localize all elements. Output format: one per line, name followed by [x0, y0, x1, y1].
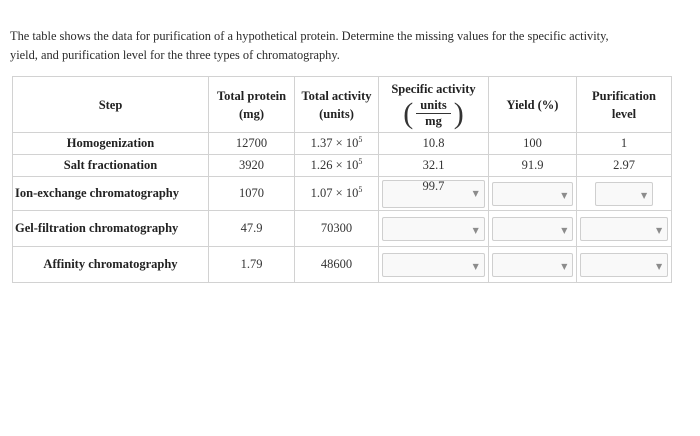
- specific-activity-cell: 32.1: [378, 154, 489, 177]
- activity-cell: 1.26 × 105: [294, 154, 379, 177]
- activity-cell: 1.07 × 105: [294, 176, 379, 211]
- yield-cell: ▼: [488, 246, 577, 283]
- protein-cell: 12700: [208, 132, 295, 155]
- header-row: Step Total protein (mg) Total activity (…: [12, 76, 672, 133]
- purification-cell: 2.97: [576, 154, 672, 177]
- yield-cell: ▼: [488, 176, 577, 211]
- activity-cell: 1.37 × 105: [294, 132, 379, 155]
- chevron-down-icon: ▼: [656, 225, 663, 235]
- chevron-down-icon: ▼: [472, 261, 479, 271]
- header-purification: Purification level: [576, 76, 672, 133]
- purification-dropdown[interactable]: ▼: [579, 252, 669, 277]
- table-row: Homogenization 12700 1.37 × 105 10.8 100…: [12, 132, 672, 155]
- purification-cell: ▼: [576, 176, 672, 211]
- table-row: Gel-filtration chromatography 47.9 70300…: [12, 210, 672, 247]
- specific-activity-dropdown[interactable]: ▼: [382, 252, 485, 277]
- header-step: Step: [12, 76, 209, 133]
- chevron-down-icon: ▼: [640, 190, 648, 200]
- purification-cell: 1: [576, 132, 672, 155]
- protein-cell: 1070: [208, 176, 295, 211]
- header-specific-activity: Specific activity ( units mg ): [378, 76, 489, 133]
- purification-cell: ▼: [576, 210, 672, 247]
- purification-dropdown[interactable]: ▼: [579, 216, 669, 241]
- chevron-down-icon: ▼: [656, 261, 663, 271]
- yield-dropdown[interactable]: ▼: [491, 181, 574, 206]
- yield-dropdown[interactable]: ▼: [491, 252, 574, 277]
- chevron-down-icon: ▼: [561, 261, 568, 271]
- purification-cell: ▼: [576, 246, 672, 283]
- header-total-protein: Total protein (mg): [208, 76, 295, 133]
- purification-dropdown[interactable]: ▼: [594, 181, 654, 206]
- question-line-1: The table shows the data for purificatio…: [10, 29, 609, 43]
- yield-cell: 91.9: [488, 154, 577, 177]
- specific-activity-cell: ▼: [378, 210, 489, 247]
- question-text: The table shows the data for purificatio…: [10, 27, 700, 65]
- header-total-activity: Total activity (units): [294, 76, 379, 133]
- specific-activity-cell: 99.7 ▼: [378, 176, 489, 211]
- table-row: Affinity chromatography 1.79 48600 ▼ ▼ ▼: [12, 246, 672, 283]
- specific-activity-dropdown[interactable]: 99.7 ▼: [382, 179, 485, 208]
- question-line-2: yield, and purification level for the th…: [10, 48, 340, 62]
- units-per-mg-fraction: ( units mg ): [403, 96, 464, 130]
- activity-cell: 48600: [294, 246, 379, 283]
- protein-cell: 3920: [208, 154, 295, 177]
- step-cell: Ion-exchange chromatography: [12, 176, 209, 211]
- step-cell: Salt fractionation: [12, 154, 209, 177]
- table-row: Ion-exchange chromatography 1070 1.07 × …: [12, 176, 672, 211]
- specific-activity-cell: ▼: [378, 246, 489, 283]
- chevron-down-icon: ▼: [561, 225, 568, 235]
- specific-activity-dropdown[interactable]: ▼: [382, 216, 485, 241]
- header-yield: Yield (%): [488, 76, 577, 133]
- step-cell: Homogenization: [12, 132, 209, 155]
- step-cell: Gel-filtration chromatography: [12, 210, 209, 247]
- yield-cell: ▼: [488, 210, 577, 247]
- chevron-down-icon: ▼: [472, 188, 479, 198]
- table-row: Salt fractionation 3920 1.26 × 105 32.1 …: [12, 154, 672, 177]
- step-cell: Affinity chromatography: [12, 246, 209, 283]
- protein-cell: 47.9: [208, 210, 295, 247]
- yield-dropdown[interactable]: ▼: [491, 216, 574, 241]
- yield-cell: 100: [488, 132, 577, 155]
- protein-cell: 1.79: [208, 246, 295, 283]
- chevron-down-icon: ▼: [561, 190, 568, 200]
- activity-cell: 70300: [294, 210, 379, 247]
- purification-table: Step Total protein (mg) Total activity (…: [12, 76, 672, 283]
- chevron-down-icon: ▼: [472, 225, 479, 235]
- specific-activity-cell: 10.8: [378, 132, 489, 155]
